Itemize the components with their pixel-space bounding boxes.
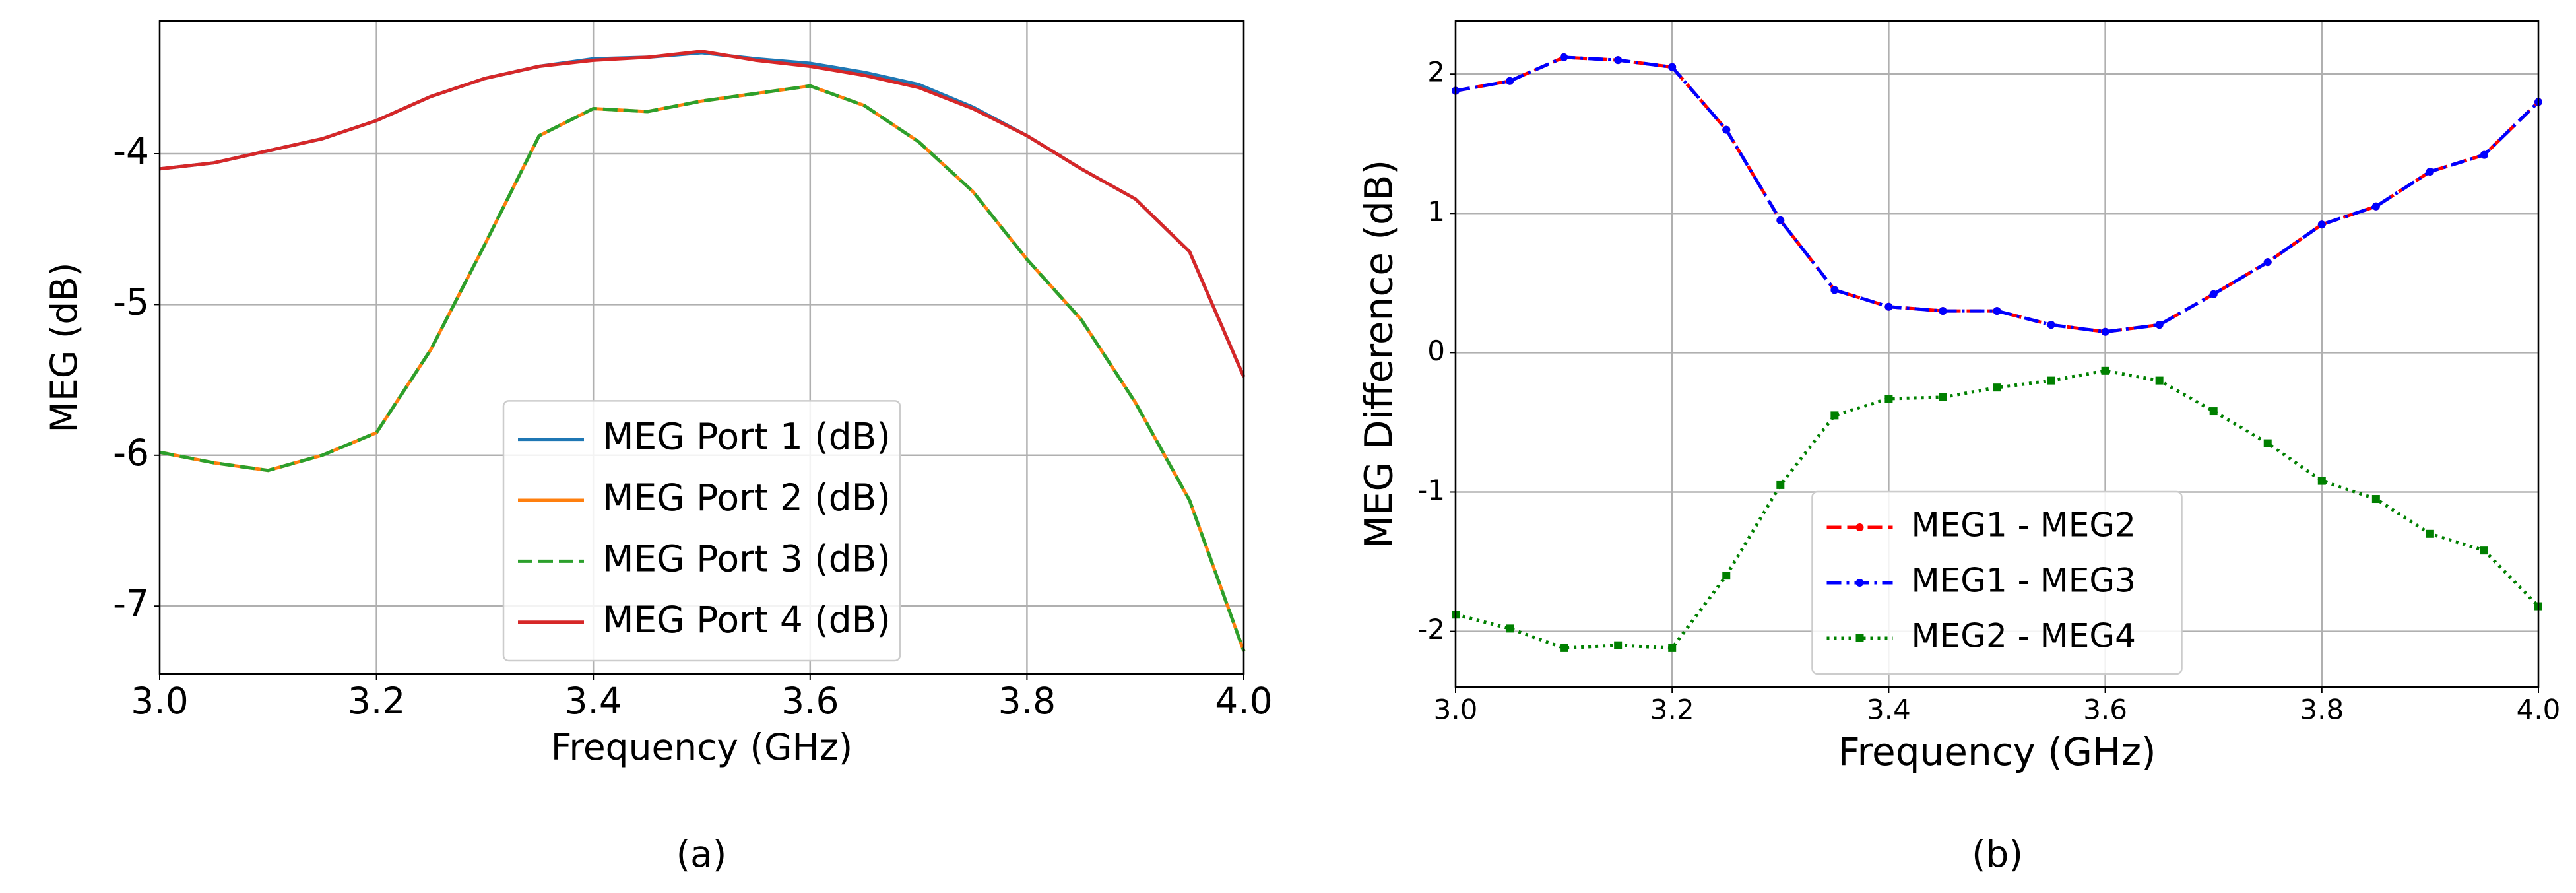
marker <box>1776 216 1785 224</box>
caption: (b) <box>1972 833 2023 875</box>
legend-marker <box>1855 523 1864 531</box>
legend-label: MEG Port 2 (dB) <box>602 477 891 519</box>
legend-label: MEG Port 1 (dB) <box>602 416 891 458</box>
marker <box>2047 376 2055 385</box>
marker <box>1884 395 1893 403</box>
marker <box>1993 307 2001 315</box>
marker <box>2371 495 2380 504</box>
y-tick-label: -2 <box>1417 613 1445 645</box>
marker <box>1506 624 1514 633</box>
legend-box <box>502 400 901 662</box>
y-tick-label: -5 <box>113 281 149 323</box>
legend-marker <box>1855 634 1864 642</box>
legend-box <box>1811 490 2183 675</box>
marker <box>2047 321 2055 329</box>
y-tick-label: 2 <box>1427 56 1445 88</box>
marker <box>1722 572 1731 580</box>
x-tick-label: 3.4 <box>1867 694 1911 726</box>
series-line <box>159 84 1246 652</box>
x-tick-label: 4.0 <box>1215 680 1272 722</box>
marker <box>1668 644 1677 652</box>
chart: 3.0 3.2 3.4 3.6 3.8 4.0 -2 -1 0 1 2 Frequency (GHz)… <box>1357 20 2561 875</box>
marker <box>2155 376 2164 385</box>
legend-label: MEG Port 3 (dB) <box>602 538 891 580</box>
marker <box>1614 56 1623 65</box>
y-tick-label: -4 <box>113 130 149 172</box>
marker <box>1722 125 1731 134</box>
marker <box>2101 327 2109 336</box>
marker <box>1614 641 1623 649</box>
marker <box>2263 439 2272 447</box>
legend-label: MEG1 - MEG3 <box>1912 562 2136 600</box>
marker <box>1668 63 1677 71</box>
plot-frame <box>158 20 1245 675</box>
marker <box>1560 53 1568 61</box>
marker <box>2426 529 2434 538</box>
x-tick-label: 3.8 <box>2300 694 2344 726</box>
y-tick-label: -7 <box>113 582 149 624</box>
x-tick-label: 3.6 <box>781 680 839 722</box>
marker <box>1560 644 1568 652</box>
marker <box>1884 302 1893 311</box>
plot-frame <box>1454 20 2540 688</box>
series-line <box>1455 55 2540 334</box>
marker <box>1939 393 1947 401</box>
series-line <box>1455 55 2540 334</box>
x-tick-label: 3.2 <box>348 680 405 722</box>
marker <box>2209 290 2218 298</box>
marker <box>2317 477 2326 485</box>
series-line <box>159 50 1246 378</box>
marker <box>2480 150 2488 159</box>
y-tick-label: 0 <box>1427 335 1445 367</box>
legend-marker <box>1855 579 1864 587</box>
legend-label: MEG2 - MEG4 <box>1912 617 2136 655</box>
y-tick-label: -6 <box>113 432 149 474</box>
marker <box>2480 546 2488 555</box>
marker <box>1993 383 2001 392</box>
marker <box>2371 202 2380 211</box>
x-tick-label: 3.8 <box>998 680 1056 722</box>
y-tick-label: 1 <box>1427 195 1445 228</box>
marker <box>2101 366 2109 375</box>
x-tick-label: 3.4 <box>564 680 622 722</box>
legend-label: MEG1 - MEG2 <box>1912 506 2136 545</box>
x-tick-label: 3.2 <box>1650 694 1694 726</box>
y-axis-label: MEG (dB) <box>43 263 85 433</box>
marker <box>1830 411 1839 420</box>
x-tick-label: 3.6 <box>2083 694 2127 726</box>
x-tick-label: 3.0 <box>131 680 188 722</box>
marker <box>1830 286 1839 294</box>
marker <box>1776 480 1785 489</box>
y-tick-label: -1 <box>1417 474 1445 506</box>
marker <box>1506 77 1514 85</box>
marker <box>1939 307 1947 315</box>
marker <box>2209 407 2218 416</box>
marker <box>2426 167 2434 176</box>
marker <box>2317 220 2326 229</box>
x-axis-label: Frequency (GHz) <box>1838 729 2156 774</box>
caption: (a) <box>676 833 727 875</box>
x-tick-label: 4.0 <box>2517 694 2561 726</box>
marker <box>2155 321 2164 329</box>
marker <box>2263 258 2272 267</box>
legend-label: MEG Port 4 (dB) <box>602 599 891 641</box>
chart: 3.0 3.2 3.4 3.6 3.8 4.0 -7 -6 -5 -4 Frequency (GHz… <box>43 20 1273 875</box>
x-tick-label: 3.0 <box>1434 694 1478 726</box>
y-axis-label: MEG Difference (dB) <box>1357 160 1401 548</box>
x-axis-label: Frequency (GHz) <box>551 726 853 768</box>
